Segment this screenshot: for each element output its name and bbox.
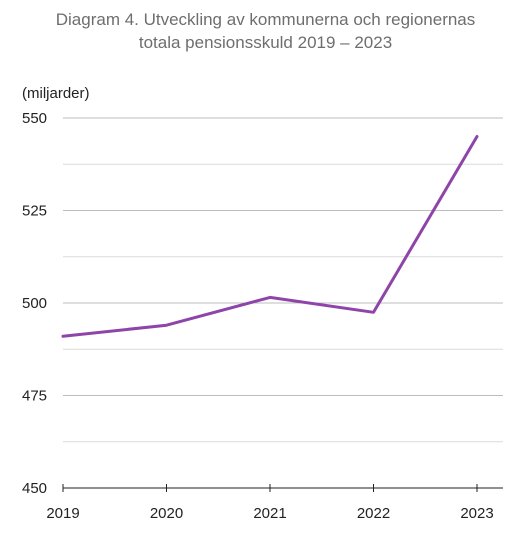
y-axis-ticks: 450 475 500 525 550	[22, 110, 47, 497]
x-axis-ticks: 2019 2020 2021 2022 2023	[46, 484, 494, 522]
x-tick-label: 2020	[150, 505, 183, 522]
x-tick-label: 2019	[46, 505, 79, 522]
series-layer	[61, 135, 479, 338]
y-tick-label: 500	[22, 295, 47, 312]
y-tick-label: 475	[22, 388, 47, 405]
y-axis-unit-label: (miljarder)	[22, 85, 90, 102]
chart-title-line-2: totala pensionsskuld 2019 – 2023	[138, 33, 393, 52]
y-tick-label: 450	[22, 480, 47, 497]
y-tick-label: 525	[22, 203, 47, 220]
series-line	[61, 135, 479, 338]
x-tick-label: 2023	[460, 505, 493, 522]
chart-title-line-1: Diagram 4. Utveckling av kommunerna och …	[55, 10, 476, 29]
chart-title: Diagram 4. Utveckling av kommunerna och …	[0, 8, 531, 54]
x-tick-label: 2021	[253, 505, 286, 522]
x-tick-label: 2022	[357, 505, 390, 522]
gridlines	[63, 117, 503, 443]
y-tick-label: 550	[22, 110, 47, 127]
